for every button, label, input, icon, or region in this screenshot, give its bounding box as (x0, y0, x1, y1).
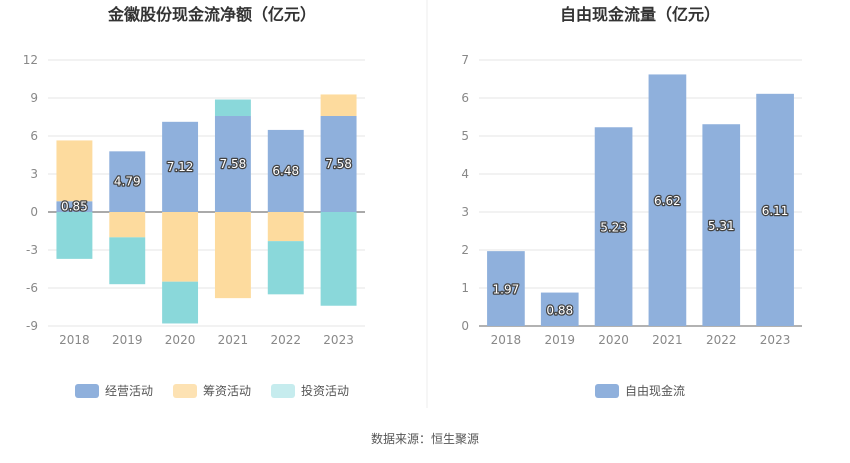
bar-primary (214, 115, 251, 212)
bar-primary (320, 115, 357, 212)
bar-primary (594, 127, 633, 326)
y-tick-label: -9 (26, 319, 38, 333)
bar-series-2 (214, 99, 251, 116)
data-label: 0.85 (61, 200, 88, 214)
data-label: 7.12 (167, 160, 194, 174)
legend-swatch (173, 384, 197, 398)
bar-series-1 (56, 140, 93, 202)
y-tick-label: 9 (30, 91, 38, 105)
legend-label: 自由现金流 (625, 383, 685, 398)
x-tick-label: 2021 (218, 333, 249, 347)
x-tick-label: 2018 (59, 333, 90, 347)
data-label: 6.62 (654, 194, 681, 208)
data-label: 6.48 (272, 164, 299, 178)
y-tick-label: -3 (26, 243, 38, 257)
y-tick-label: 4 (461, 167, 469, 181)
x-tick-label: 2020 (165, 333, 196, 347)
y-tick-label: 5 (461, 129, 469, 143)
bar-primary (702, 124, 741, 326)
bar-primary (487, 251, 525, 326)
legend-swatch (75, 384, 99, 398)
bar-series-1 (267, 212, 304, 242)
data-label: 1.97 (493, 283, 520, 297)
legend-swatch (595, 384, 619, 398)
data-label: 6.11 (762, 204, 789, 218)
data-label: 7.58 (325, 157, 352, 171)
free-cashflow-chart: 自由现金流量（亿元） 7 6 5 4 3 2 1 0 2018 2019 2020 2021 2022 20… (461, 5, 802, 398)
bar-primary (267, 129, 304, 212)
bar-series-2 (162, 281, 199, 324)
data-label: 7.58 (220, 157, 247, 171)
bar-series-2 (320, 212, 357, 306)
bar-series-1 (214, 212, 251, 299)
x-tick-label: 2020 (598, 333, 629, 347)
y-tick-label: 6 (30, 129, 38, 143)
y-tick-label: 3 (30, 167, 38, 181)
bar-series-2 (56, 212, 93, 259)
legend-label: 投资活动 (301, 383, 349, 398)
bar-primary (648, 74, 687, 326)
bar-series-2 (267, 241, 304, 295)
legend-label: 经营活动 (105, 384, 153, 398)
y-tick-label: -6 (26, 281, 38, 295)
x-tick-label: 2019 (112, 333, 143, 347)
source-note: 数据来源：恒生聚源 (371, 431, 479, 446)
chart-title: 金徽股份现金流净额（亿元） (107, 5, 316, 24)
bar-primary (109, 151, 146, 212)
bar-series-1 (109, 212, 146, 238)
y-tick-label: 12 (23, 53, 38, 67)
y-tick-label: 0 (30, 205, 38, 219)
x-tick-label: 2022 (270, 333, 301, 347)
bar-primary (756, 93, 794, 326)
y-tick-label: 0 (461, 319, 469, 333)
chart-title: 自由现金流量（亿元） (560, 5, 720, 24)
bar-series-1 (320, 94, 357, 116)
bar-primary (540, 292, 579, 326)
legend-swatch (271, 384, 295, 398)
y-tick-label: 6 (461, 91, 469, 105)
x-tick-label: 2023 (323, 333, 354, 347)
data-label: 4.79 (114, 175, 141, 189)
x-tick-label: 2018 (491, 333, 522, 347)
legend-label: 筹资活动 (203, 384, 251, 398)
bar-series-2 (109, 237, 146, 285)
y-tick-label: 7 (461, 53, 469, 67)
x-tick-label: 2023 (760, 333, 791, 347)
y-tick-label: 3 (461, 205, 469, 219)
bar-primary (56, 201, 93, 212)
x-tick-label: 2019 (544, 333, 575, 347)
y-tick-label: 2 (461, 243, 469, 257)
x-tick-label: 2021 (652, 333, 683, 347)
y-tick-label: 1 (461, 281, 469, 295)
bar-primary (162, 121, 199, 212)
data-label: 5.31 (708, 219, 735, 233)
cashflow-net-chart: 金徽股份现金流净额（亿元） 12 9 6 3 0 -3 -6 -9 2018 2019 2020 202… (23, 5, 365, 398)
data-label: 5.23 (600, 221, 627, 235)
x-tick-label: 2022 (706, 333, 737, 347)
data-label: 0.88 (546, 303, 573, 317)
bar-series-1 (162, 212, 199, 282)
